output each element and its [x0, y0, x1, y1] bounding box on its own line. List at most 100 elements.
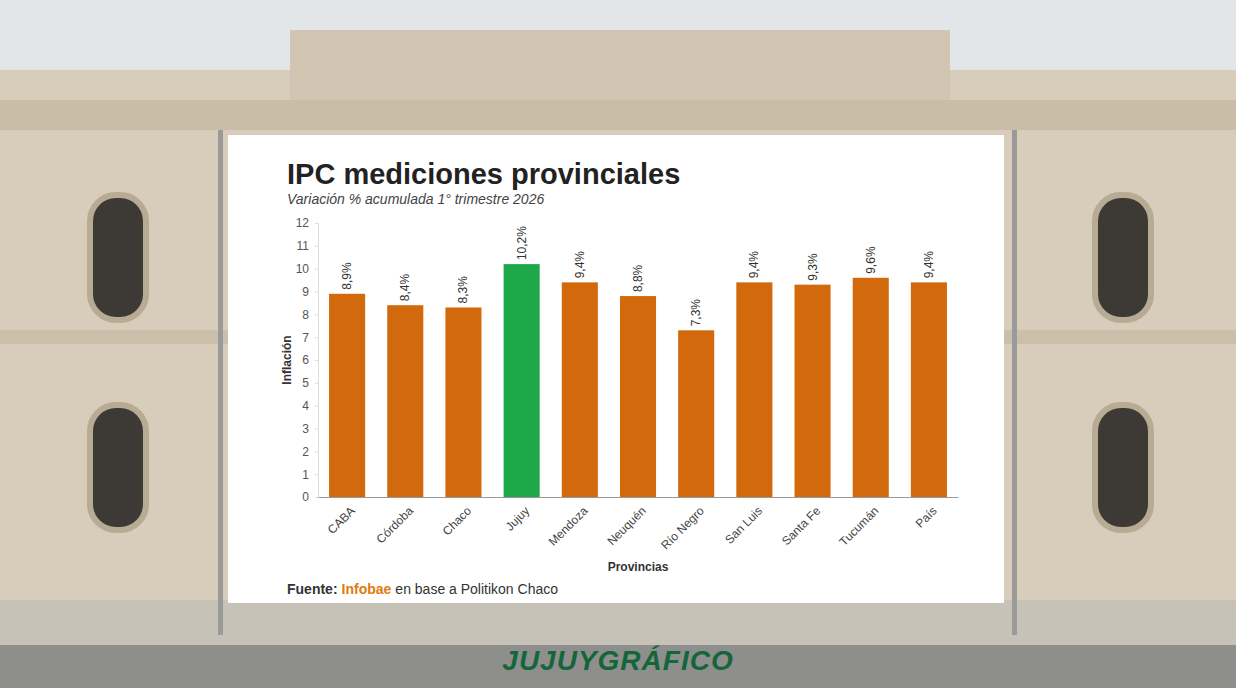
x-tick: Jujuy [503, 497, 533, 534]
y-tick-mark [315, 314, 318, 315]
y-tick: 10 [296, 262, 318, 276]
y-tick: 4 [302, 399, 318, 413]
source-name: Infobae [342, 581, 392, 597]
window [1095, 195, 1151, 320]
data-label: 8,3% [456, 276, 470, 304]
x-tick-label: CABA [325, 504, 358, 537]
x-tick-label: País [913, 504, 940, 531]
source-text: en base a Politikon Chaco [395, 581, 558, 597]
data-label: 8,8% [631, 264, 645, 292]
bar [620, 296, 656, 497]
x-tick: Santa Fe [779, 497, 824, 548]
data-label: 9,3% [806, 253, 820, 281]
post [218, 130, 223, 635]
data-label: 10,2% [515, 226, 529, 260]
x-tick-label: Córdoba [374, 504, 417, 547]
data-label: 9,4% [922, 251, 936, 279]
x-tick-label: Jujuy [503, 504, 533, 534]
x-axis: CABA Córdoba Chaco Jujuy Mendoza NeuquénRío N… [319, 497, 959, 552]
data-label: 7,3% [689, 299, 703, 327]
source-label: Fuente: [287, 581, 338, 597]
y-tick-label: 9 [302, 285, 309, 299]
bar [329, 294, 365, 497]
x-tick: Río Negro [658, 497, 707, 552]
x-tick: San Luis [722, 497, 765, 547]
y-tick: 1 [302, 468, 318, 482]
bar [736, 282, 772, 497]
y-tick-label: 3 [302, 422, 309, 436]
bar [795, 285, 831, 497]
y-axis-title: Inflación [280, 335, 294, 384]
x-tick: Neuquén [604, 497, 648, 548]
y-tick-mark [315, 383, 318, 384]
x-tick: Chaco [440, 497, 475, 538]
x-tick: País [913, 497, 940, 531]
panel [228, 135, 1004, 603]
data-labels: 8,9% 8,4% 8,3% 10,2% 9,4% 8,8% 7,3% 9,4% 9,3% 9,6… [340, 226, 936, 327]
x-tick: Tucumán [837, 497, 882, 549]
y-tick: 12 [296, 216, 318, 230]
x-tick: CABA [325, 497, 358, 537]
window [90, 405, 146, 530]
y-tick-label: 8 [302, 308, 309, 322]
y-tick-mark [315, 292, 318, 293]
y-tick-mark [315, 360, 318, 361]
y-tick: 7 [302, 331, 318, 345]
y-tick-label: 11 [297, 239, 310, 253]
x-tick: Córdoba [374, 497, 417, 546]
x-tick-label: Chaco [440, 504, 475, 539]
post [1012, 130, 1017, 635]
y-tick-mark [315, 474, 318, 475]
bar [504, 264, 540, 497]
y-tick-mark [315, 269, 318, 270]
y-tick: 5 [302, 376, 318, 390]
y-tick: 9 [302, 285, 318, 299]
y-tick-label: 1 [302, 468, 309, 482]
y-tick: 2 [302, 445, 318, 459]
x-axis-line [319, 497, 959, 498]
cornice [0, 100, 1236, 130]
x-axis-title: Provincias [608, 560, 669, 574]
x-tick: Mendoza [546, 497, 591, 549]
y-tick-label: 7 [302, 331, 309, 345]
bar [911, 282, 947, 497]
bar [387, 305, 423, 497]
data-label: 9,6% [864, 246, 878, 274]
data-label: 8,9% [340, 262, 354, 290]
brand: JUJUYGRÁFICO [502, 645, 733, 676]
pediment [290, 30, 950, 110]
page: IPC mediciones provincialesVariación % a… [0, 0, 1236, 688]
data-label: 9,4% [747, 251, 761, 279]
y-tick-mark [315, 246, 318, 247]
y-tick-mark [315, 429, 318, 430]
y-tick-mark [315, 223, 318, 224]
window [1095, 405, 1151, 530]
x-tick-label: Tucumán [837, 504, 882, 549]
y-tick: 6 [302, 353, 318, 367]
x-tick-label: Río Negro [658, 504, 707, 553]
bar [678, 330, 714, 497]
sidewalk [0, 600, 1236, 645]
y-tick-label: 12 [296, 216, 310, 230]
bars [329, 264, 947, 497]
y-tick-label: 10 [296, 262, 310, 276]
background [0, 0, 1236, 688]
y-tick-label: 6 [302, 353, 309, 367]
bar [562, 282, 598, 497]
y-tick-mark [315, 337, 318, 338]
bar [445, 307, 481, 497]
x-tick-label: Santa Fe [779, 504, 824, 549]
facade [0, 70, 1236, 610]
subtitle: Variación % acumulada 1° trimestre 2026 [287, 191, 544, 207]
y-tick: 8 [302, 308, 318, 322]
y-tick: 3 [302, 422, 318, 436]
data-label: 8,4% [398, 274, 412, 302]
y-tick-label: 0 [302, 490, 309, 504]
window [90, 195, 146, 320]
y-tick-label: 4 [302, 399, 309, 413]
x-tick-label: San Luis [722, 504, 765, 547]
y-tick: 11 [297, 239, 318, 253]
y-tick-mark [315, 406, 318, 407]
y-tick-label: 2 [302, 445, 309, 459]
data-label: 9,4% [573, 251, 587, 279]
